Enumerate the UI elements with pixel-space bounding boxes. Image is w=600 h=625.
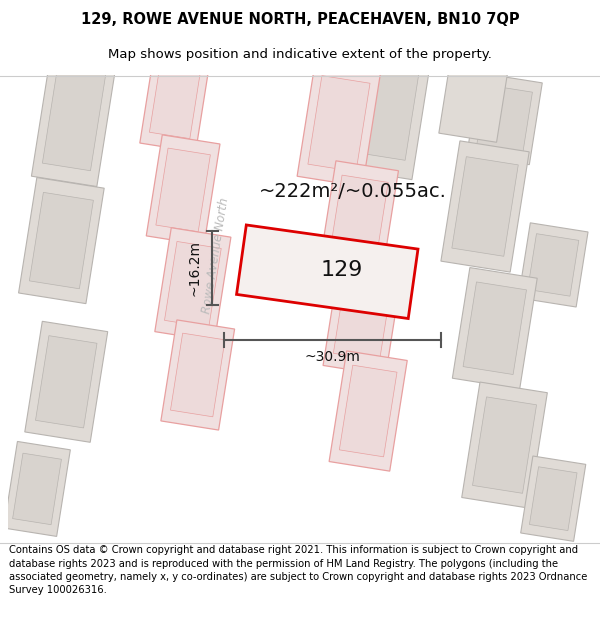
Polygon shape (170, 333, 225, 417)
Polygon shape (297, 61, 381, 187)
Polygon shape (145, 75, 257, 542)
Polygon shape (527, 234, 579, 296)
Text: Rowe Avenue North: Rowe Avenue North (200, 196, 231, 314)
Polygon shape (521, 456, 586, 541)
Polygon shape (452, 268, 537, 389)
Polygon shape (452, 157, 518, 256)
Polygon shape (140, 47, 211, 152)
Polygon shape (161, 320, 235, 430)
Polygon shape (334, 267, 393, 361)
Text: ~16.2m: ~16.2m (188, 240, 202, 296)
Polygon shape (473, 397, 536, 493)
Text: Map shows position and indicative extent of the property.: Map shows position and indicative extent… (108, 48, 492, 61)
Text: 129, ROWE AVENUE NORTH, PEACEHAVEN, BN10 7QP: 129, ROWE AVENUE NORTH, PEACEHAVEN, BN10… (80, 11, 520, 26)
Polygon shape (308, 76, 370, 172)
Polygon shape (146, 135, 220, 245)
Polygon shape (462, 382, 547, 508)
Polygon shape (319, 161, 398, 281)
Polygon shape (329, 351, 407, 471)
Polygon shape (8, 102, 592, 162)
Polygon shape (439, 37, 512, 142)
Polygon shape (529, 467, 577, 531)
Polygon shape (340, 19, 436, 179)
Polygon shape (352, 38, 423, 160)
Polygon shape (13, 453, 61, 524)
Polygon shape (25, 321, 108, 442)
Polygon shape (463, 282, 527, 374)
Polygon shape (4, 441, 70, 536)
Polygon shape (35, 336, 97, 428)
Polygon shape (340, 365, 397, 457)
Polygon shape (156, 148, 211, 232)
Text: 129: 129 (320, 260, 363, 280)
Polygon shape (323, 252, 404, 376)
Text: ~222m²/~0.055ac.: ~222m²/~0.055ac. (259, 182, 447, 201)
Polygon shape (476, 85, 532, 152)
Polygon shape (329, 175, 388, 267)
Polygon shape (29, 192, 94, 289)
Polygon shape (31, 51, 116, 186)
Polygon shape (441, 141, 529, 272)
Polygon shape (43, 67, 106, 171)
Polygon shape (164, 241, 221, 328)
Text: Contains OS data © Crown copyright and database right 2021. This information is : Contains OS data © Crown copyright and d… (9, 545, 587, 595)
Polygon shape (19, 177, 104, 304)
Polygon shape (467, 73, 542, 164)
Polygon shape (149, 60, 201, 139)
Polygon shape (518, 223, 588, 307)
Polygon shape (155, 228, 231, 341)
Polygon shape (236, 225, 418, 319)
Polygon shape (8, 448, 592, 508)
Text: ~30.9m: ~30.9m (305, 351, 361, 364)
